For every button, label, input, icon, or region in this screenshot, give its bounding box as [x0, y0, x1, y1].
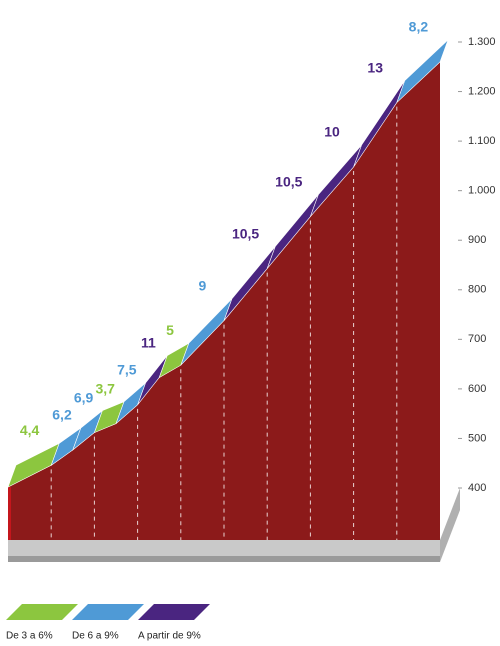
gradient-label: 5 — [166, 322, 174, 338]
x-tick-label: 6 — [281, 562, 288, 576]
y-tick-label: 1.000 — [468, 185, 496, 197]
gradient-label: 3,7 — [95, 380, 115, 396]
x-tick-label: 5 — [241, 562, 248, 576]
x-tick-label: 9 — [404, 562, 411, 576]
base-front — [8, 540, 440, 556]
y-tick-label: 700 — [468, 333, 486, 345]
gradient-label: 10,5 — [275, 173, 302, 189]
legend-swatch — [6, 604, 78, 620]
legend-label: De 6 a 9% — [72, 631, 119, 642]
gradient-label: 11 — [141, 334, 156, 350]
gradient-label: 8,2 — [409, 19, 429, 35]
gradient-label: 10,5 — [232, 225, 259, 241]
profile-start — [8, 487, 11, 540]
x-tick-label: 10 — [441, 562, 455, 576]
gradient-label: 4,4 — [20, 422, 40, 438]
gradient-label: 13 — [367, 59, 383, 75]
x-tick-label: 3 — [159, 562, 166, 576]
y-tick-label: 400 — [468, 482, 486, 494]
legend-label: De 3 a 6% — [6, 631, 53, 642]
y-tick-label: 1.200 — [468, 85, 496, 97]
gradient-band — [396, 39, 449, 103]
gradient-label: 9 — [199, 277, 207, 293]
x-tick-label: 4 — [200, 562, 207, 576]
y-tick-label: 1.100 — [468, 135, 496, 147]
x-tick-label: 8 — [363, 562, 370, 576]
base-edge — [8, 556, 440, 562]
x-tick-label: 7 — [322, 562, 329, 576]
legend-swatch — [138, 604, 210, 620]
y-tick-label: 900 — [468, 234, 486, 246]
gradient-label: 6,2 — [52, 407, 72, 423]
base-side — [440, 488, 460, 562]
profile-face — [8, 61, 440, 541]
legend-swatch — [72, 604, 144, 620]
legend-label: A partir de 9% — [138, 631, 201, 642]
y-tick-label: 800 — [468, 284, 486, 296]
y-tick-label: 500 — [468, 432, 486, 444]
gradient-label: 10 — [324, 124, 340, 140]
x-tick-label: 1 — [77, 562, 84, 576]
gradient-label: 6,9 — [74, 389, 94, 405]
gradient-label: 7,5 — [117, 362, 137, 378]
x-tick-label: 0 — [37, 562, 44, 576]
y-tick-label: 1.300 — [468, 36, 496, 48]
x-tick-label: 2 — [118, 562, 125, 576]
y-tick-label: 600 — [468, 383, 486, 395]
